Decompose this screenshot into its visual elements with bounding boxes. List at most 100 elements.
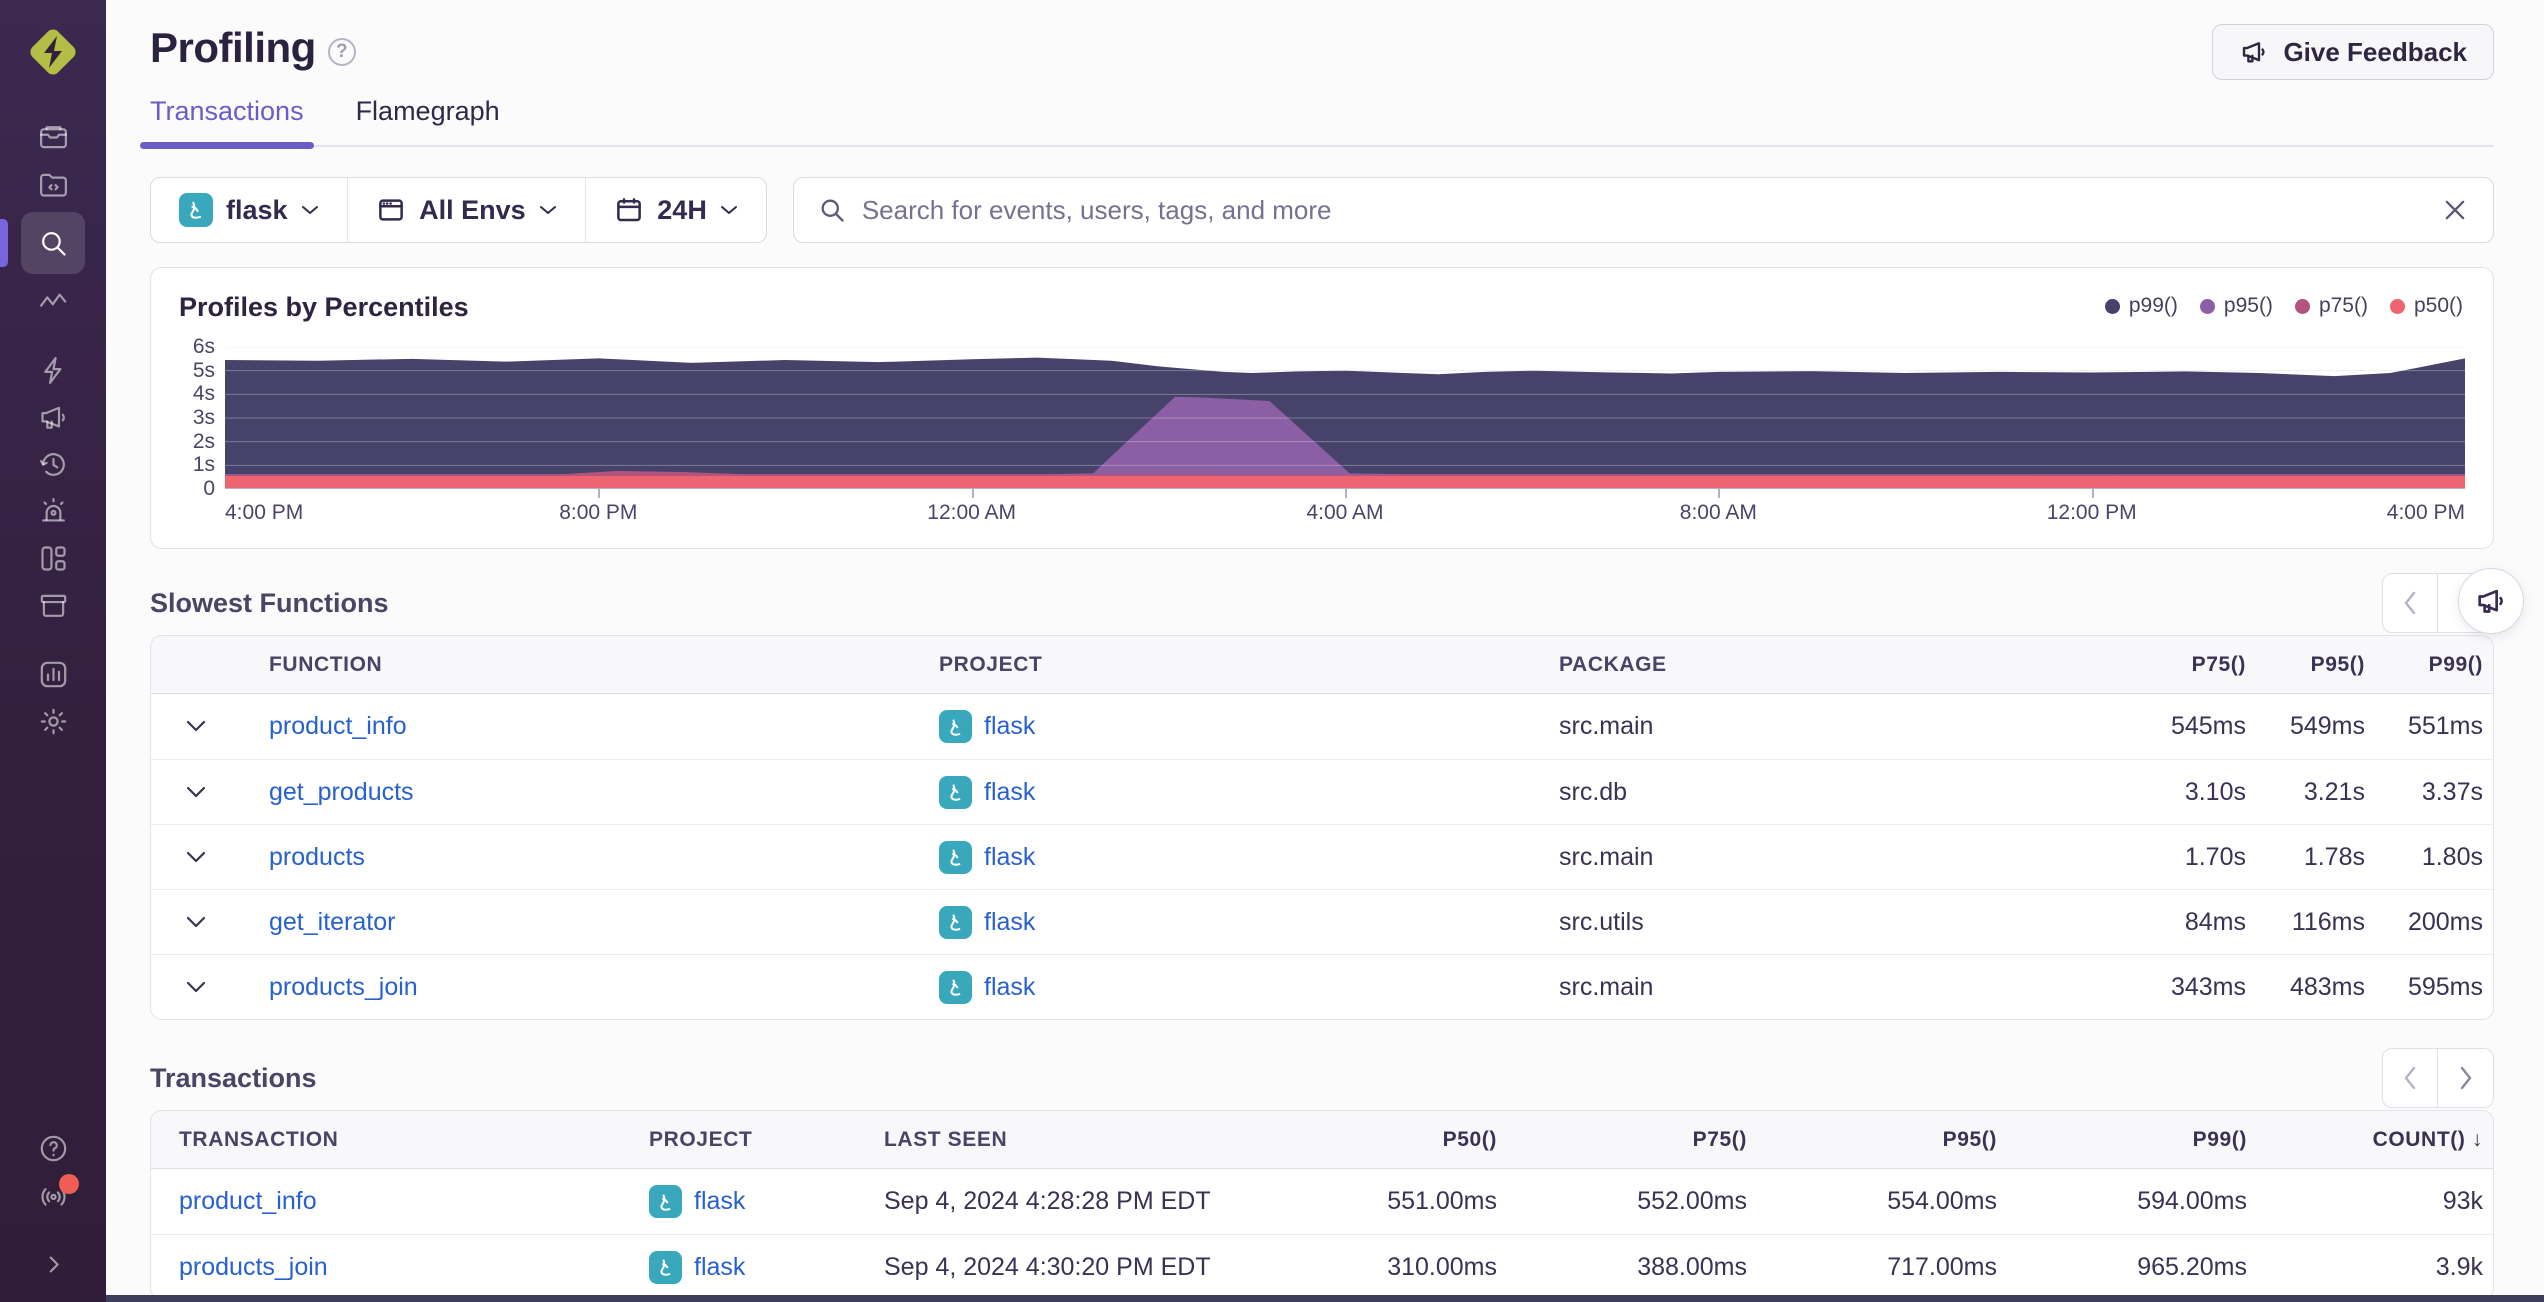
project-link[interactable]: flask bbox=[984, 907, 1036, 936]
legend-item[interactable]: p75() bbox=[2294, 294, 2368, 318]
give-feedback-label: Give Feedback bbox=[2283, 36, 2467, 67]
y-tick-label: 6s bbox=[192, 335, 215, 358]
profiles-chart-card: Profiles by Percentiles p99() p95() p75() p… bbox=[150, 267, 2494, 549]
sidebar-item-traces[interactable] bbox=[21, 278, 85, 325]
sidebar-item-replays[interactable] bbox=[21, 441, 85, 488]
floating-feedback-button[interactable] bbox=[2458, 568, 2524, 634]
sidebar-item-stats[interactable] bbox=[21, 651, 85, 698]
tab-flamegraph[interactable]: Flamegraph bbox=[355, 96, 500, 126]
function-link[interactable]: product_info bbox=[269, 712, 407, 740]
p99-cell: 965.20ms bbox=[2137, 1252, 2247, 1281]
x-tick-label: 8:00 PM bbox=[559, 501, 638, 524]
function-link[interactable]: get_iterator bbox=[269, 907, 396, 936]
package-cell: src.main bbox=[1559, 712, 1654, 740]
megaphone-icon bbox=[40, 406, 65, 429]
sort-desc-icon: ↓ bbox=[2471, 1127, 2483, 1151]
slowest-functions-header: Slowest Functions bbox=[150, 568, 2524, 635]
project-link[interactable]: flask bbox=[694, 1187, 746, 1215]
chevron-down-icon bbox=[186, 981, 206, 992]
sidebar-item-issues[interactable] bbox=[21, 114, 85, 161]
next-page-button[interactable] bbox=[2438, 1048, 2494, 1108]
search-bar bbox=[792, 177, 2494, 243]
plot-region[interactable] bbox=[225, 347, 2465, 489]
table-row: get_products flask src.db 3.10s 3.21s 3.… bbox=[151, 759, 2493, 824]
x-tick-label: 4:00 PM bbox=[2386, 501, 2465, 524]
p95-cell: 717.00ms bbox=[1887, 1252, 1997, 1281]
chevron-down-icon bbox=[186, 851, 206, 862]
flask-project-icon bbox=[939, 840, 972, 874]
chevron-down-icon bbox=[186, 720, 206, 732]
project-link[interactable]: flask bbox=[984, 842, 1036, 871]
prev-page-button[interactable] bbox=[2382, 573, 2438, 633]
chevron-down-icon bbox=[186, 916, 206, 927]
expand-row-button[interactable] bbox=[151, 851, 241, 864]
chart-legend: p99() p95() p75() p50() bbox=[2104, 294, 2463, 318]
sidebar-item-projects[interactable] bbox=[21, 161, 85, 208]
environment-filter[interactable]: All Envs bbox=[348, 178, 585, 242]
expand-row-button[interactable] bbox=[151, 720, 241, 733]
p99-cell: 3.37s bbox=[2421, 777, 2483, 806]
expand-row-button[interactable] bbox=[151, 916, 241, 929]
table-row: get_iterator flask src.utils 84ms 116ms … bbox=[151, 889, 2493, 954]
legend-item[interactable]: p50() bbox=[2389, 294, 2463, 318]
date-range-filter[interactable]: 24H bbox=[586, 178, 766, 242]
project-link[interactable]: flask bbox=[984, 972, 1036, 1001]
stats-icon bbox=[40, 661, 66, 688]
p99-cell: 595ms bbox=[2407, 972, 2483, 1001]
give-feedback-button[interactable]: Give Feedback bbox=[2212, 24, 2494, 80]
p95-cell: 554.00ms bbox=[1887, 1187, 1997, 1215]
sidebar-item-alerts[interactable] bbox=[21, 488, 85, 535]
package-cell: src.main bbox=[1559, 842, 1654, 871]
clock-rewind-icon bbox=[39, 453, 65, 476]
clear-search-icon[interactable] bbox=[2441, 196, 2469, 224]
sidebar-item-explore[interactable] bbox=[0, 212, 85, 274]
sidebar-item-releases[interactable] bbox=[21, 582, 85, 629]
table-row: product_info flask src.main 545ms 549ms … bbox=[151, 694, 2493, 759]
p75-cell: 3.10s bbox=[2184, 777, 2246, 806]
flask-project-icon bbox=[179, 193, 213, 227]
sidebar-item-insights[interactable] bbox=[21, 347, 85, 394]
project-link[interactable]: flask bbox=[694, 1252, 746, 1281]
p75-cell: 388.00ms bbox=[1637, 1252, 1747, 1281]
project-link[interactable]: flask bbox=[984, 712, 1036, 740]
sidebar-collapse-toggle[interactable] bbox=[21, 1241, 85, 1288]
p75-cell: 84ms bbox=[2184, 907, 2246, 936]
sidebar-item-help[interactable] bbox=[21, 1125, 85, 1172]
sidebar-item-settings[interactable] bbox=[21, 698, 85, 745]
filter-row: flask All Envs 24H bbox=[150, 177, 2494, 243]
legend-dot bbox=[2294, 298, 2310, 314]
x-tick-label: 12:00 AM bbox=[927, 501, 1017, 524]
search-icon bbox=[821, 199, 844, 222]
legend-dot bbox=[2199, 298, 2215, 314]
sidebar-item-feedback[interactable] bbox=[21, 394, 85, 441]
project-filter-value: flask bbox=[226, 194, 288, 225]
tab-transactions[interactable]: Transactions bbox=[140, 96, 314, 149]
expand-row-button[interactable] bbox=[151, 981, 241, 994]
transaction-link[interactable]: product_info bbox=[179, 1187, 317, 1215]
sidebar bbox=[0, 0, 106, 1302]
expand-row-button[interactable] bbox=[151, 786, 241, 799]
project-filter[interactable]: flask bbox=[151, 178, 347, 242]
help-tooltip-icon[interactable]: ? bbox=[327, 38, 356, 66]
function-link[interactable]: products_join bbox=[269, 972, 418, 1001]
flask-project-icon bbox=[649, 1250, 682, 1284]
sidebar-item-whats-new[interactable] bbox=[21, 1172, 85, 1219]
transactions-table: TRANSACTION PROJECT LAST SEEN P50() P75(… bbox=[150, 1110, 2494, 1300]
prev-page-button[interactable] bbox=[2382, 1048, 2438, 1108]
x-tick-label: 4:00 PM bbox=[225, 501, 304, 524]
search-input[interactable] bbox=[861, 194, 2425, 226]
main-content: Profiling ? Give Feedback Transactions F… bbox=[106, 0, 2544, 1300]
sentry-logo[interactable] bbox=[21, 20, 85, 84]
legend-item[interactable]: p99() bbox=[2104, 294, 2178, 318]
count-cell: 93k bbox=[2442, 1187, 2483, 1215]
col-count[interactable]: COUNT() ↓ bbox=[2372, 1127, 2483, 1151]
transaction-link[interactable]: products_join bbox=[179, 1252, 328, 1281]
legend-item[interactable]: p95() bbox=[2199, 294, 2273, 318]
sidebar-item-dashboards[interactable] bbox=[21, 535, 85, 582]
issues-icon bbox=[39, 126, 67, 149]
legend-label: p95() bbox=[2223, 294, 2273, 317]
function-link[interactable]: products bbox=[269, 842, 365, 871]
project-link[interactable]: flask bbox=[984, 777, 1036, 806]
function-link[interactable]: get_products bbox=[269, 777, 414, 806]
table-row: products_join flask Sep 4, 2024 4:30:20 … bbox=[151, 1234, 2493, 1299]
